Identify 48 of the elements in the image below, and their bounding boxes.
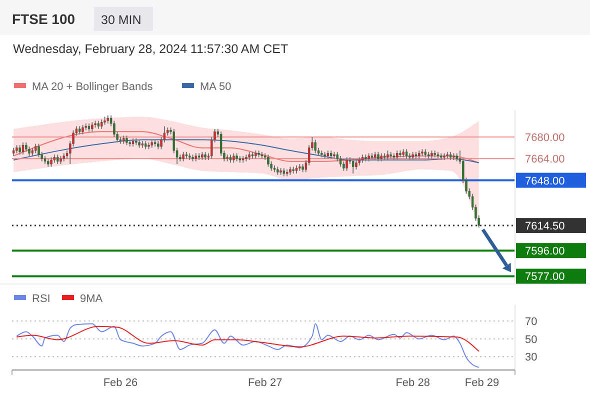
line-series: [13, 131, 480, 164]
candlestick: [314, 139, 316, 154]
y-tick-label: 50: [525, 334, 538, 346]
line-series: [16, 323, 480, 368]
legend-label: RSI: [32, 293, 50, 305]
legend-label: MA 50: [200, 81, 232, 93]
candlestick: [18, 144, 21, 156]
x-tick-label: Feb 26: [103, 377, 138, 389]
candlestick: [377, 151, 380, 162]
candlestick: [126, 135, 128, 146]
y-tick-label: 7664.00: [525, 154, 565, 166]
x-tick-label: Feb 29: [464, 377, 500, 389]
candlestick: [346, 156, 348, 172]
candlestick: [100, 118, 103, 130]
line-series: [13, 139, 480, 164]
y-tick-label: 7680.00: [525, 132, 565, 144]
candlestick: [22, 142, 24, 156]
y-tick-label: 30: [525, 352, 538, 364]
chart-title: FTSE 100: [12, 11, 76, 27]
y-tick-label: 7596.00: [525, 246, 565, 258]
legend-label: 9MA: [80, 293, 104, 305]
candlestick: [91, 122, 94, 132]
y-tick-label: 7614.50: [525, 220, 565, 233]
candlestick: [396, 150, 398, 161]
text: Wednesday, February 28, 2024 11:57:30 AM CET: [13, 42, 289, 56]
y-tick-label: 70: [525, 316, 538, 328]
candlestick: [82, 124, 84, 135]
line-series: [16, 326, 480, 352]
candlestick: [355, 160, 358, 170]
candlestick: [232, 152, 235, 164]
candlestick: [38, 143, 40, 158]
candlestick: [352, 158, 354, 174]
candlestick: [50, 156, 52, 168]
candlestick: [56, 154, 59, 165]
y-tick-label: 7648.00: [525, 175, 565, 188]
candlestick: [34, 143, 37, 154]
x-tick-label: Feb 28: [396, 377, 430, 389]
legend-label: MA 20 + Bollinger Bands: [32, 81, 154, 93]
candlestick: [386, 150, 389, 161]
candlestick: [182, 151, 184, 162]
candlestick: [267, 154, 270, 168]
x-tick-label: Feb 27: [248, 377, 282, 389]
candlestick: [28, 146, 30, 156]
candlestick: [405, 148, 408, 160]
candlestick: [339, 155, 342, 168]
y-tick-label: 7577.00: [525, 271, 565, 284]
candlestick: [25, 142, 28, 152]
chart-subtitle: 30 MIN: [101, 13, 142, 27]
